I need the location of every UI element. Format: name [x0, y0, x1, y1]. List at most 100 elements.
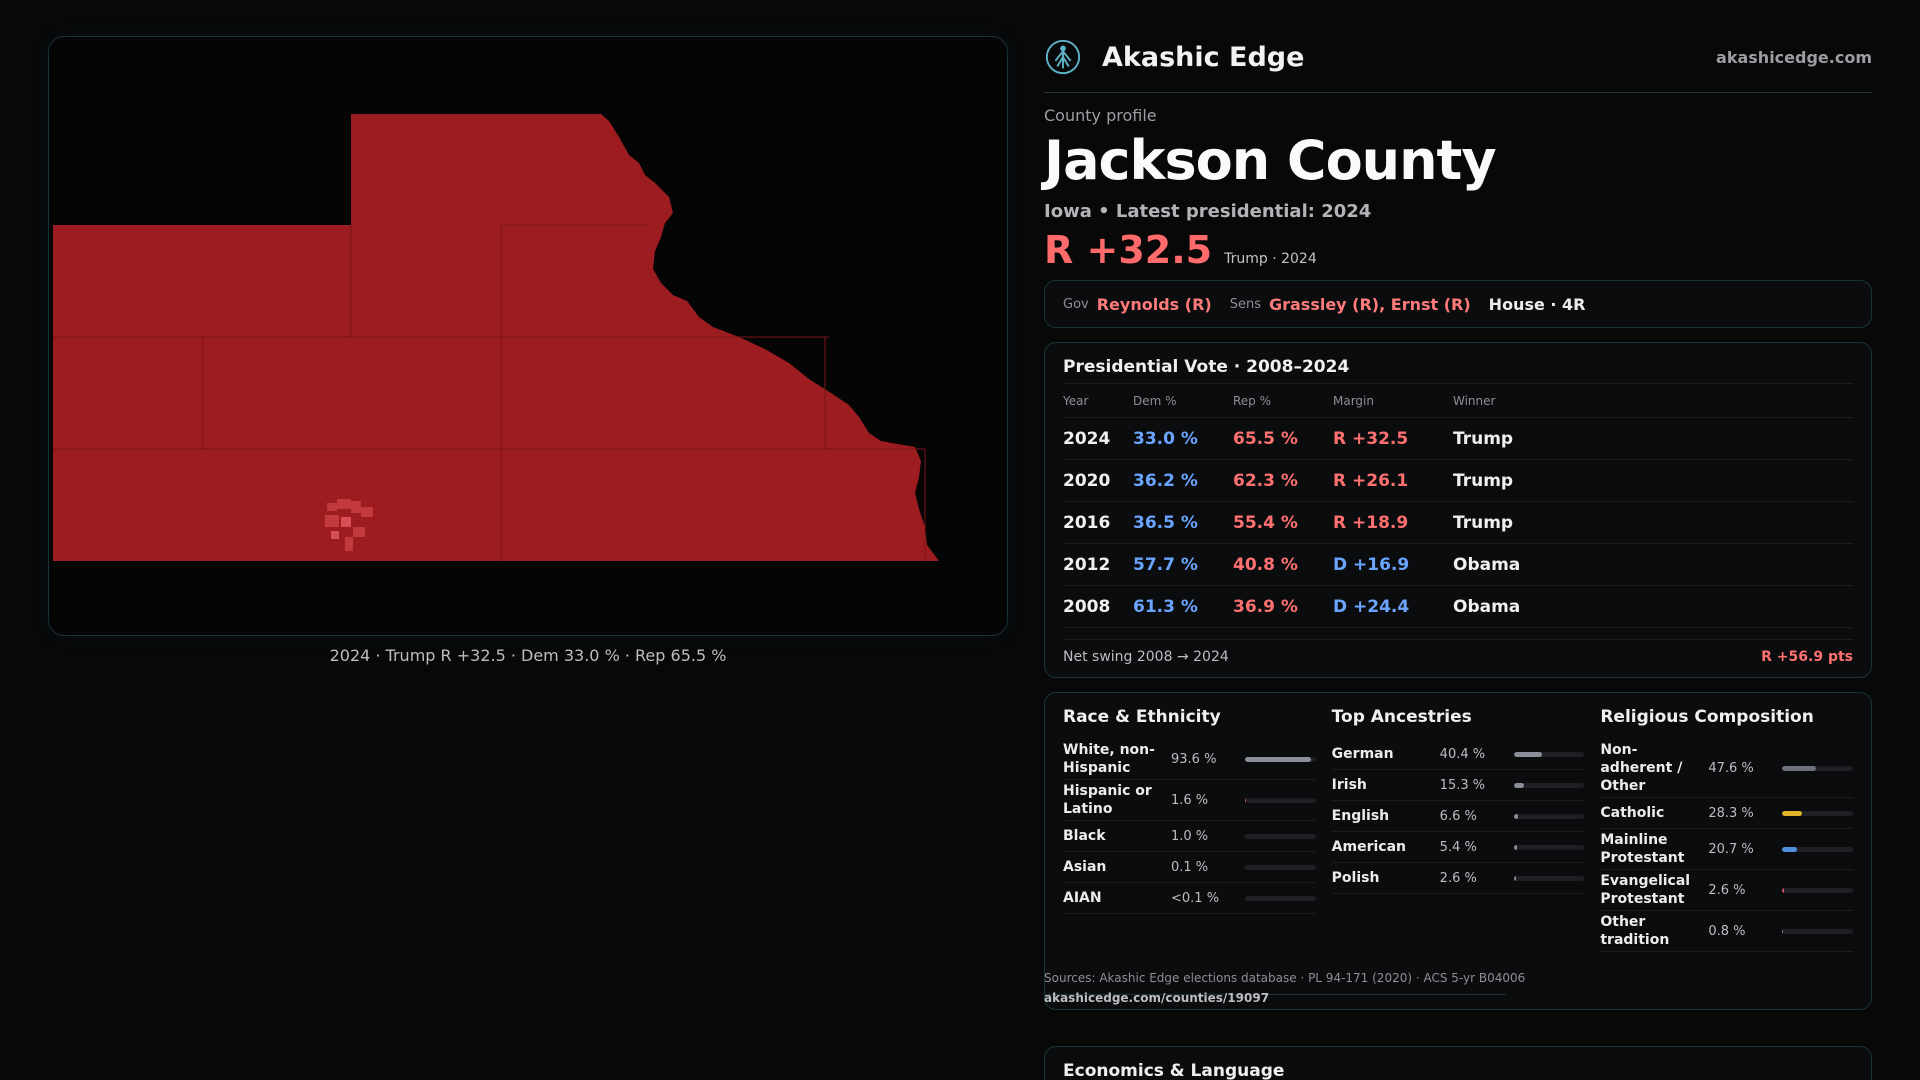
item-bar: [1513, 751, 1585, 757]
list-item[interactable]: Other tradition 0.8 %: [1600, 911, 1854, 952]
table-header-row: Year Dem % Rep % Margin Winner: [1063, 383, 1853, 418]
list-item[interactable]: Irish 15.3 %: [1331, 770, 1585, 801]
economics-card: Economics & Language: [1044, 1046, 1872, 1080]
item-value: 1.6 %: [1171, 792, 1209, 808]
item-bar-fill: [1782, 765, 1816, 771]
row-year: 2012: [1063, 543, 1133, 586]
city-detail: [325, 499, 373, 551]
item-bar-fill: [1513, 813, 1519, 819]
item-bar: [1513, 782, 1585, 788]
item-value: 6.6 %: [1439, 808, 1477, 824]
list-item[interactable]: Non-adherent / Other 47.6 %: [1600, 739, 1854, 798]
county-map[interactable]: [49, 37, 1008, 636]
item-bar: [1782, 928, 1854, 934]
sens-tag: Sens: [1229, 296, 1261, 312]
list-item[interactable]: White, non-Hispanic 93.6 %: [1063, 739, 1316, 780]
item-bar: [1245, 756, 1316, 762]
item-value: 28.3 %: [1708, 805, 1754, 821]
net-swing-label: Net swing 2008 → 2024: [1063, 649, 1229, 665]
item-label: AIAN: [1063, 890, 1102, 906]
list-item[interactable]: Black 1.0 %: [1063, 821, 1316, 852]
profile-eyebrow: County profile: [1044, 106, 1157, 125]
item-label: White, non-Hispanic: [1063, 742, 1155, 776]
row-dem: 33.0 %: [1133, 417, 1233, 460]
list-item[interactable]: English 6.6 %: [1331, 801, 1585, 832]
table-row[interactable]: 2008 61.3 % 36.9 % D +24.4 Obama: [1063, 585, 1853, 628]
akashic-tree-icon[interactable]: [1044, 38, 1082, 76]
economics-title: Economics & Language: [1063, 1061, 1285, 1080]
brand-url-link[interactable]: akashicedge.com: [1716, 47, 1872, 67]
table-row[interactable]: 2020 36.2 % 62.3 % R +26.1 Trump: [1063, 459, 1853, 502]
row-rep: 55.4 %: [1233, 501, 1333, 544]
table-row[interactable]: 2016 36.5 % 55.4 % R +18.9 Trump: [1063, 501, 1853, 544]
house-delegation[interactable]: House · 4R: [1488, 294, 1586, 314]
ancestry-column: Top Ancestries German 40.4 % Irish 15.3 % En…: [1331, 707, 1585, 995]
item-bar-fill: [1513, 875, 1516, 881]
county-map-panel[interactable]: [48, 36, 1008, 636]
item-label: Asian: [1063, 859, 1107, 875]
row-rep: 65.5 %: [1233, 417, 1333, 460]
list-item[interactable]: AIAN <0.1 %: [1063, 883, 1316, 914]
township-lines: [53, 224, 926, 561]
item-bar: [1513, 813, 1585, 819]
profile-subtitle: Iowa • Latest presidential: 2024: [1044, 201, 1372, 222]
item-label: American: [1331, 839, 1407, 855]
table-row[interactable]: 2012 57.7 % 40.8 % D +16.9 Obama: [1063, 543, 1853, 586]
row-rep: 36.9 %: [1233, 585, 1333, 628]
list-item[interactable]: American 5.4 %: [1331, 832, 1585, 863]
row-rep: 62.3 %: [1233, 459, 1333, 502]
governor-name[interactable]: Reynolds (R): [1096, 294, 1212, 314]
col-winner-header: Winner: [1453, 383, 1853, 418]
item-value: 20.7 %: [1708, 841, 1754, 857]
item-label: Polish: [1331, 870, 1380, 886]
row-year: 2020: [1063, 459, 1133, 502]
senators-names[interactable]: Grassley (R), Ernst (R): [1268, 294, 1471, 314]
row-margin: R +32.5: [1333, 417, 1453, 460]
item-bar: [1782, 810, 1854, 816]
item-value: 93.6 %: [1171, 751, 1217, 767]
county-permalink[interactable]: akashicedge.com/counties/19097: [1044, 991, 1270, 1005]
col-rep-header: Rep %: [1233, 383, 1333, 418]
row-rep: 40.8 %: [1233, 543, 1333, 586]
brand-name[interactable]: Akashic Edge: [1102, 41, 1305, 73]
row-margin: R +26.1: [1333, 459, 1453, 502]
item-label: Other tradition: [1600, 914, 1670, 948]
ancestry-list: German 40.4 % Irish 15.3 % English 6.6 % Ameri…: [1331, 739, 1585, 894]
list-item[interactable]: Evangelical Protestant 2.6 %: [1600, 870, 1854, 911]
item-value: 0.8 %: [1708, 923, 1746, 939]
item-value: 15.3 %: [1439, 777, 1486, 793]
row-margin: D +16.9: [1333, 543, 1453, 586]
religion-list: Non-adherent / Other 47.6 % Catholic 28.3 %…: [1600, 739, 1854, 952]
race-column: Race & Ethnicity White, non-Hispanic 93.6…: [1063, 707, 1316, 995]
item-bar-fill: [1245, 756, 1312, 762]
religion-title: Religious Composition: [1600, 707, 1814, 727]
list-item[interactable]: Hispanic or Latino 1.6 %: [1063, 780, 1316, 821]
col-margin-header: Margin: [1333, 383, 1453, 418]
item-bar: [1245, 833, 1316, 839]
item-value: 47.6 %: [1708, 760, 1754, 776]
sources-divider: [1044, 994, 1506, 995]
page-title: Jackson County: [1044, 129, 1497, 192]
item-bar-fill: [1245, 833, 1247, 839]
item-label: Non-adherent / Other: [1600, 742, 1683, 794]
row-dem: 36.5 %: [1133, 501, 1233, 544]
item-value: <0.1 %: [1171, 890, 1220, 906]
table-row[interactable]: 2024 33.0 % 65.5 % R +32.5 Trump: [1063, 417, 1853, 460]
item-value: 1.0 %: [1171, 828, 1209, 844]
list-item[interactable]: Catholic 28.3 %: [1600, 798, 1854, 829]
net-swing-value: R +56.9 pts: [1761, 649, 1853, 665]
demographics-card: Race & Ethnicity White, non-Hispanic 93.6…: [1044, 692, 1872, 1010]
item-label: Black: [1063, 828, 1106, 844]
list-item[interactable]: Polish 2.6 %: [1331, 863, 1585, 894]
gov-tag: Gov: [1063, 296, 1089, 312]
sources-text: Sources: Akashic Edge elections database…: [1044, 971, 1526, 985]
list-item[interactable]: Mainline Protestant 20.7 %: [1600, 829, 1854, 870]
row-dem: 57.7 %: [1133, 543, 1233, 586]
item-bar: [1513, 844, 1585, 850]
race-title: Race & Ethnicity: [1063, 707, 1221, 727]
row-winner: Trump: [1453, 417, 1853, 460]
race-list: White, non-Hispanic 93.6 % Hispanic or Lat…: [1063, 739, 1316, 914]
item-bar-fill: [1782, 928, 1784, 934]
list-item[interactable]: German 40.4 %: [1331, 739, 1585, 770]
list-item[interactable]: Asian 0.1 %: [1063, 852, 1316, 883]
